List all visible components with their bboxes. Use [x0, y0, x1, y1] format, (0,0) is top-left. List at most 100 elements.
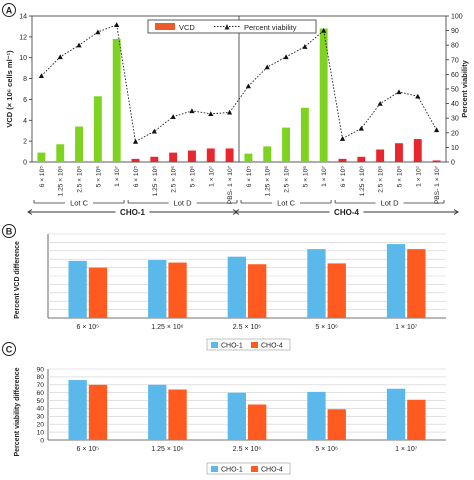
viability-marker	[57, 54, 63, 60]
vcd-bar	[75, 126, 83, 162]
right-axis-tick-label: 100	[451, 14, 463, 21]
viability-marker	[302, 44, 308, 49]
x-tick-label: 5 × 10⁶	[302, 166, 309, 188]
cell-line-label-bg	[115, 206, 150, 217]
vcd-bar	[56, 144, 65, 162]
viability-line-segment	[135, 110, 230, 142]
x-tick-label: 6 × 10⁵	[340, 166, 347, 188]
vcd-bar	[413, 139, 422, 162]
viability-marker	[189, 108, 195, 114]
x-tick-label: 2.5 × 10⁶	[233, 446, 261, 453]
cho-4-bar	[88, 267, 108, 318]
lot-label: Lot C	[277, 199, 296, 208]
cho-1-bar	[68, 380, 87, 440]
vcd-bar	[150, 156, 159, 162]
viability-line-segment	[229, 30, 324, 113]
cho-1-bar	[148, 384, 167, 440]
viability-line-segment	[323, 30, 343, 139]
panel-c-label: C	[2, 342, 16, 356]
y-tick-label: 90	[36, 366, 44, 373]
x-tick-label: PBS- 1 × 10⁷	[434, 165, 441, 204]
viability-line-segment	[41, 24, 117, 77]
lot-label-bg	[65, 197, 94, 208]
viability-marker	[151, 128, 157, 134]
x-tick-label: 1 × 10⁷	[114, 165, 121, 187]
legend-swatch-cho-1	[211, 342, 218, 348]
lot-label: Lot D	[174, 199, 193, 208]
x-tick-label: 1 × 10⁷	[415, 165, 422, 187]
legend: CHO-1 CHO-4	[206, 462, 291, 475]
x-tick-label: 2.5 × 10⁶	[171, 166, 178, 193]
y-tick-label: 50	[36, 398, 44, 405]
vcd-bar	[395, 143, 403, 162]
left-axis-tick-label: 10	[19, 55, 27, 62]
y-tick-label: 0	[40, 437, 44, 444]
cell-line-arrow-left	[234, 209, 240, 215]
left-axis-tick-label: 6	[23, 97, 27, 104]
viability-marker	[114, 22, 120, 27]
cell-line-label: CHO-1	[120, 208, 145, 217]
x-tick-label: 2.5 × 10⁶	[284, 166, 291, 193]
vcd-bar	[300, 107, 309, 162]
vcd-bar	[169, 152, 178, 162]
x-tick-label: 6 × 10⁵	[77, 324, 100, 331]
right-axis-tick-label: 40	[451, 101, 459, 108]
viability-marker	[226, 109, 233, 115]
cho-4-bar	[168, 389, 187, 440]
cell-line-label: CHO-4	[334, 208, 359, 217]
legend-box	[206, 462, 291, 475]
legend-label-cho-4: CHO-4	[261, 467, 283, 474]
y-tick-label: 30	[36, 414, 44, 421]
x-tick-label: 1.25 × 10⁶	[152, 166, 159, 197]
vcd-bar	[225, 148, 234, 162]
cho-4-bar	[248, 264, 267, 318]
cho-4-bar	[168, 262, 187, 318]
panel-a-x-tick-labels: 6 × 10⁵ 1.25 × 10⁶ 2.5 × 10⁶ 5 × 10⁶ 1 × 10⁷…	[39, 165, 441, 204]
legend-label-cho-1: CHO-1	[221, 343, 243, 350]
panel-c-label-text: C	[6, 345, 13, 355]
lot-label-bg	[272, 197, 301, 208]
cho-4-bar	[407, 249, 426, 318]
x-tick-label: 6 × 10⁵	[246, 166, 253, 188]
x-tick-label: 1 × 10⁷	[395, 324, 418, 331]
cho-1-bar	[227, 256, 246, 318]
cho-4-bar	[248, 404, 267, 440]
x-tick-label: 1.25 × 10⁶	[151, 324, 183, 331]
y-tick-label: 40	[36, 406, 44, 413]
right-axis-tick-label: 80	[451, 43, 459, 50]
right-axis-tick-label: 30	[451, 116, 459, 123]
legend-swatch-cho-4	[251, 466, 258, 472]
x-tick-label: 1 × 10⁷	[395, 446, 418, 453]
panel-b-label-text: B	[6, 227, 13, 237]
legend-label-cho-4: CHO-4	[261, 343, 283, 350]
x-tick-label: 1.25 × 10⁶	[58, 166, 65, 197]
cho-1-bar	[307, 249, 326, 318]
panel-a-vcd-viability-chart: A VCD (× 10⁶ cells ml⁻¹) Percent viabili…	[2, 3, 469, 217]
x-tick-label: 1.25 × 10⁶	[151, 446, 183, 453]
legend-triangle-marker	[224, 24, 230, 30]
left-axis-tick-label: 4	[23, 118, 27, 125]
vcd-bar	[282, 127, 290, 162]
x-tick-label: 6 × 10⁵	[77, 446, 100, 453]
cell-line-arrow-right	[453, 209, 459, 215]
lot-label-bg	[375, 197, 404, 208]
cho-4-bar	[88, 384, 108, 440]
x-tick-label: 6 × 10⁵	[39, 166, 46, 188]
cho-1-bar	[227, 392, 246, 440]
panel-a-label-text: A	[6, 6, 13, 16]
legend-viability-label: Percent viability	[244, 23, 297, 32]
x-tick-label: 5 × 10⁶	[95, 166, 102, 188]
right-axis-tick-label: 10	[451, 145, 459, 152]
right-axis-tick-label: 70	[451, 57, 459, 64]
x-tick-label: 5 × 10⁶	[315, 324, 338, 331]
viability-marker	[283, 54, 289, 60]
viability-line-segment	[116, 24, 136, 142]
y-tick-label: 80	[36, 374, 44, 381]
x-tick-label: 1.25 × 10⁶	[265, 166, 272, 197]
panel-a-left-axis: 0 2 4 6 8 10 12 14	[19, 14, 32, 167]
panel-c-viability-difference-chart: C Percent viability difference 010203040…	[2, 342, 446, 475]
panel-b-label: B	[2, 224, 16, 238]
x-tick-label: 5 × 10⁶	[396, 166, 403, 188]
viability-marker	[76, 42, 82, 48]
